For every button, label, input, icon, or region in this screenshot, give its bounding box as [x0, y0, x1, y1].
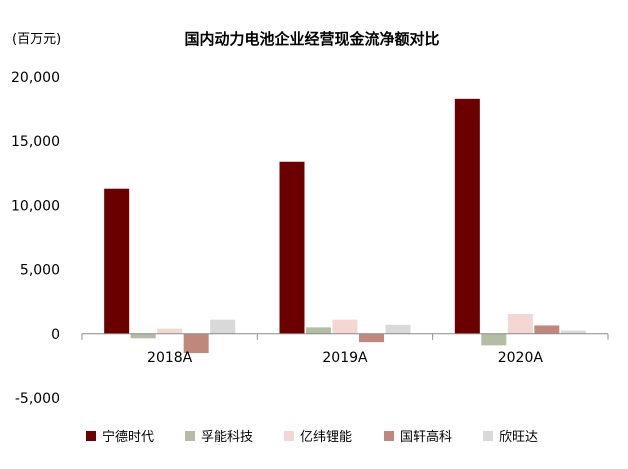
legend-label: 孚能科技: [201, 430, 253, 445]
bar: [306, 327, 331, 334]
legend-swatch: [483, 431, 493, 441]
x-tick-label: 2019A: [322, 350, 368, 366]
bar: [560, 330, 586, 334]
x-tick-label: 2018A: [147, 350, 193, 366]
y-tick-label: 15,000: [11, 134, 60, 150]
x-axis: 2018A 2019A 2020A: [81, 333, 609, 366]
y-tick-label: 10,000: [11, 198, 60, 214]
bar: [279, 161, 305, 334]
y-axis: -5,000 0 5,000 10,000 15,000 20,000: [11, 70, 60, 407]
bars: [104, 98, 586, 354]
bar: [507, 313, 533, 334]
bar: [104, 188, 130, 334]
unit-label: (百万元): [12, 32, 61, 47]
y-tick-label: 5,000: [20, 263, 60, 279]
y-tick-label: 20,000: [11, 70, 60, 86]
legend-label: 国轩高科: [400, 429, 452, 445]
legend: 宁德时代 孚能科技 亿纬锂能 国轩高科 欣旺达: [86, 429, 538, 445]
bar: [130, 333, 156, 339]
bar: [534, 325, 560, 334]
bar: [210, 319, 236, 334]
chart-title: 国内动力电池企业经营现金流净额对比: [184, 30, 439, 48]
bar: [385, 324, 411, 334]
x-tick-label: 2020A: [498, 350, 544, 366]
legend-label: 亿纬锂能: [300, 430, 352, 445]
legend-swatch: [185, 431, 195, 441]
legend-swatch: [86, 431, 96, 441]
legend-label: 欣旺达: [499, 430, 538, 445]
bar: [183, 333, 209, 354]
legend-swatch: [284, 431, 294, 441]
bar: [359, 333, 384, 343]
bar: [481, 333, 507, 346]
y-tick-label: 0: [51, 327, 60, 343]
bar: [157, 328, 183, 334]
bar: [454, 98, 480, 334]
bar: [332, 319, 358, 334]
legend-swatch: [384, 431, 394, 441]
y-tick-label: -5,000: [15, 391, 60, 407]
legend-label: 宁德时代: [102, 429, 154, 445]
